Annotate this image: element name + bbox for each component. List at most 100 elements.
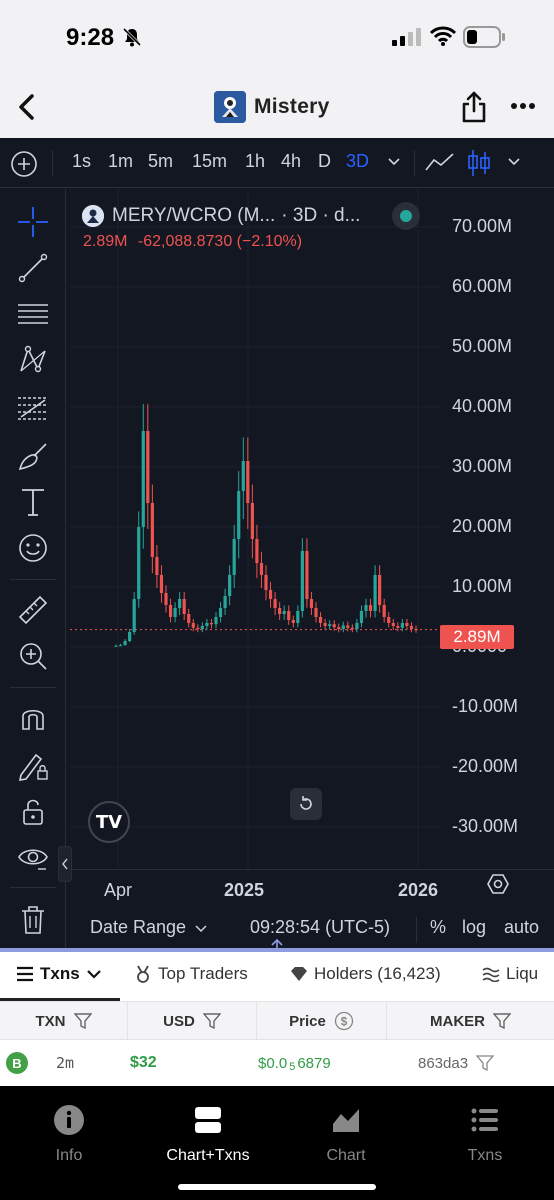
column-header-usd[interactable]: USD (128, 1002, 257, 1040)
timeframe-1m[interactable]: 1m (108, 151, 134, 171)
candle (132, 592, 136, 635)
share-icon[interactable] (460, 90, 488, 124)
timeframe-1s[interactable]: 1s (72, 151, 92, 171)
log-scale-toggle[interactable]: log (462, 917, 487, 937)
percent-scale-toggle[interactable]: % (430, 917, 447, 937)
add-indicator-icon[interactable] (10, 150, 38, 178)
tab-top-traders[interactable]: Top Traders (134, 964, 248, 984)
brush-icon[interactable] (16, 439, 50, 473)
candle (387, 612, 391, 628)
table-row[interactable]: B 2m $32 $0.0 5 6879 863da3 (0, 1040, 554, 1086)
pattern-tool-icon[interactable] (16, 343, 50, 377)
chart-clock[interactable]: 09:28:54 (UTC-5) (250, 917, 391, 937)
bottom-tab-bar: Info Chart+Txns Chart Txns (0, 1086, 554, 1200)
list-icon (17, 966, 33, 982)
reset-chart-button[interactable] (290, 788, 322, 820)
candle (355, 618, 359, 633)
candle (137, 511, 141, 608)
symbol-name[interactable]: MERY/WCRO (M... (112, 205, 276, 226)
tab-liquidity[interactable]: Liqu (482, 964, 538, 984)
toolbar-divider (52, 150, 53, 176)
candle (128, 629, 132, 643)
legend-price: 2.89M (83, 233, 128, 250)
timeframe-5m[interactable]: 5m (148, 151, 174, 171)
magnet-icon[interactable] (16, 701, 50, 735)
time-axis[interactable]: Apr 2025 2026 (70, 869, 554, 911)
tradingview-logo[interactable]: TV (88, 801, 130, 843)
fib-tool-icon[interactable] (16, 391, 50, 425)
tabbar-chart[interactable]: Chart (286, 1104, 406, 1165)
trash-icon[interactable] (16, 903, 50, 937)
collapse-toolbar-handle[interactable] (58, 846, 72, 882)
timeframe-4h[interactable]: 4h (281, 151, 302, 171)
auto-scale-toggle[interactable]: auto (504, 917, 540, 937)
tab-txns[interactable]: Txns (16, 964, 102, 984)
back-chevron-icon[interactable] (14, 92, 42, 122)
medal-icon (137, 965, 149, 983)
candle (296, 605, 300, 628)
candle (318, 612, 323, 628)
tabbar-txns[interactable]: Txns (425, 1104, 545, 1165)
emoji-icon[interactable] (16, 531, 50, 565)
column-header-price[interactable]: Price $ (257, 1002, 387, 1040)
text-tool-icon[interactable] (16, 485, 50, 519)
trend-line-icon[interactable] (16, 251, 50, 285)
lock-drawing-icon[interactable] (16, 749, 50, 783)
column-header-txn[interactable]: TXN (0, 1002, 128, 1040)
chevron-down-icon[interactable] (386, 156, 402, 168)
chevron-down-icon[interactable] (506, 156, 522, 168)
ruler-icon[interactable] (16, 593, 50, 627)
candle (359, 605, 364, 628)
unlock-icon[interactable] (16, 795, 50, 829)
tabbar-chart-txns[interactable]: Chart+Txns (148, 1104, 268, 1165)
horizontal-lines-icon[interactable] (16, 297, 50, 331)
candle (191, 618, 195, 632)
column-header-maker[interactable]: MAKER (387, 1002, 554, 1040)
timeframe-15m[interactable]: 15m (192, 151, 228, 171)
candle (146, 403, 150, 529)
chevron-down-icon[interactable] (194, 924, 208, 934)
price-chart[interactable] (70, 189, 440, 869)
candle (282, 605, 286, 620)
filter-icon[interactable] (493, 1013, 511, 1029)
txn-maker[interactable]: 863da3 (418, 1040, 495, 1086)
date-range-button[interactable]: Date Range (90, 917, 187, 937)
price-axis[interactable]: 70.00M 60.00M 50.00M 40.00M 30.00M 20.00M 10.0… (440, 189, 554, 869)
tab-label: Holders (16,423) (314, 964, 441, 983)
candle (173, 602, 177, 623)
timeframe-3d[interactable]: 3D (346, 151, 370, 171)
line-chart-icon[interactable] (424, 150, 456, 176)
candle (114, 644, 118, 647)
tabbar-info[interactable]: Info (9, 1104, 129, 1165)
y-tick-label: -30.00M (452, 816, 519, 836)
zoom-in-icon[interactable] (16, 639, 50, 673)
currency-toggle-icon[interactable]: $ (334, 1011, 354, 1031)
candle (187, 608, 191, 628)
tab-holders[interactable]: Holders (16,423) (290, 964, 441, 984)
tabbar-label: Chart+Txns (166, 1147, 250, 1164)
y-tick-label: 50.00M (452, 336, 513, 356)
market-status-icon[interactable] (392, 202, 420, 230)
candle (291, 615, 295, 628)
candle (164, 585, 168, 613)
filter-icon[interactable] (476, 1055, 495, 1071)
candle (396, 622, 400, 632)
filter-icon[interactable] (202, 1013, 221, 1029)
crosshair-icon[interactable] (16, 205, 50, 239)
more-options-icon[interactable] (510, 94, 536, 118)
cellular-signal-icon (392, 28, 421, 46)
timeframe-1h[interactable]: 1h (245, 151, 266, 171)
info-icon (54, 1105, 84, 1135)
eye-icon[interactable] (16, 841, 50, 875)
token-title: Mistery (214, 90, 330, 124)
filter-icon[interactable] (73, 1013, 92, 1029)
timeframe-d[interactable]: D (318, 151, 331, 171)
candlestick-type-icon[interactable] (466, 148, 492, 178)
diamond-icon (291, 967, 307, 981)
candle (364, 598, 368, 618)
legend-change: -62,088.8730 (−2.10%) (137, 233, 303, 250)
y-tick-label: 60.00M (452, 276, 513, 296)
candle (346, 621, 350, 632)
candle (123, 639, 127, 646)
chart-settings-icon[interactable] (486, 872, 510, 896)
